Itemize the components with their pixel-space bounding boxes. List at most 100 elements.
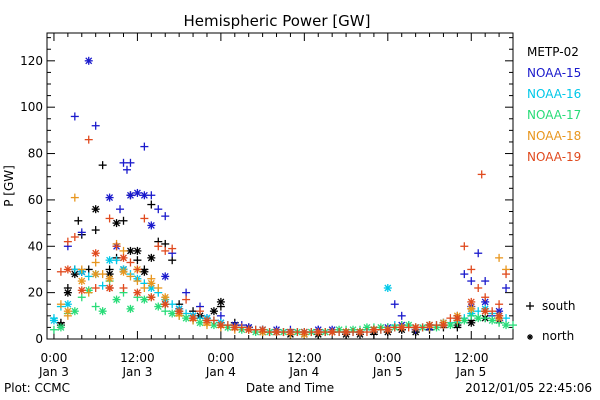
noaa-19-south-point	[460, 242, 469, 251]
noaa-18-south-point	[98, 270, 107, 279]
noaa-18-north-point	[91, 270, 100, 279]
noaa-17-south-point	[161, 307, 170, 316]
noaa-19-south-point	[495, 300, 504, 309]
noaa-17-south-point	[467, 311, 476, 320]
noaa-19-south-point	[223, 321, 232, 330]
y-tick-label: 100	[20, 100, 43, 114]
plot-frame	[46, 32, 514, 340]
noaa-15-south-point	[91, 121, 100, 130]
noaa-19-north-point	[258, 325, 267, 334]
noaa-16-north-point	[63, 300, 72, 309]
metp-02-south-point	[161, 239, 170, 248]
noaa-19-south-point	[488, 307, 497, 316]
noaa-19-south-point	[133, 265, 142, 274]
noaa-19-north-point	[425, 321, 434, 330]
x-tick-time: 0:00	[207, 351, 234, 365]
noaa-15-south-point	[161, 212, 170, 221]
noaa-17-north-point	[126, 304, 135, 313]
y-tick-label: 120	[20, 54, 43, 68]
series-legend: METP-02 NOAA-15 NOAA-16 NOAA-17 NOAA-18 NOAA-…	[527, 45, 581, 164]
noaa-19-south-point	[196, 307, 205, 316]
noaa-18-south-point	[140, 284, 149, 292]
noaa-19-south-point	[237, 323, 246, 332]
noaa-18-south-point	[70, 193, 79, 202]
noaa-19-north-point	[230, 323, 239, 332]
x-tick-time: 12:00	[287, 351, 322, 365]
chart-title: Hemispheric Power [GW]	[184, 12, 371, 30]
noaa-17-north-point	[474, 314, 483, 323]
marker-legend-star-icon	[527, 334, 533, 340]
noaa-19-north-point	[272, 328, 281, 337]
noaa-19-north-point	[328, 328, 337, 337]
noaa-19-north-point	[202, 316, 211, 325]
x-tick-time: 0:00	[374, 351, 401, 365]
noaa-19-north-point	[147, 293, 156, 302]
noaa-19-south-point	[404, 323, 413, 332]
noaa-19-south-point	[432, 321, 441, 330]
noaa-16-south-point	[168, 300, 177, 309]
noaa-16-south-point	[98, 281, 107, 290]
marker-legend: south north	[526, 299, 576, 343]
metp-02-north-point	[70, 270, 79, 279]
noaa-18-north-point	[147, 279, 156, 288]
noaa-19-south-point	[390, 323, 399, 332]
noaa-17-north-point	[196, 318, 205, 327]
noaa-19-south-point	[293, 328, 302, 337]
noaa-19-south-point	[467, 265, 476, 274]
noaa-17-south-point	[49, 325, 58, 334]
noaa-19-north-point	[119, 253, 128, 262]
noaa-17-south-point	[509, 321, 517, 330]
noaa-19-south-point	[376, 325, 385, 334]
metp-02-north-point	[112, 219, 121, 228]
noaa-19-north-point	[369, 325, 378, 334]
metp-02-north-point	[63, 288, 72, 297]
noaa-15-south-point	[154, 205, 163, 214]
y-tick-label: 40	[28, 239, 43, 253]
noaa-19-south-point	[63, 237, 72, 246]
noaa-17-north-point	[502, 321, 511, 330]
noaa-15-south-point	[140, 142, 149, 151]
noaa-19-north-point	[216, 321, 225, 330]
noaa-18-north-point	[161, 293, 170, 302]
legend-entry-noaa-15: NOAA-15	[527, 66, 581, 80]
x-tick-time: 12:00	[454, 351, 489, 365]
noaa-19-south-point	[335, 328, 344, 337]
noaa-19-north-point	[133, 288, 142, 297]
noaa-18-south-point	[133, 277, 142, 286]
noaa-19-south-point	[502, 270, 511, 279]
noaa-19-south-point	[446, 314, 455, 323]
x-tick-date: Jan 4	[205, 365, 236, 379]
noaa-19-south-point	[307, 328, 316, 337]
noaa-17-north-point	[70, 307, 79, 316]
metp-02-north-point	[147, 253, 156, 262]
noaa-15-north-point	[133, 188, 142, 197]
noaa-17-north-point	[488, 316, 497, 325]
noaa-18-south-point	[154, 284, 163, 292]
noaa-19-south-point	[70, 233, 79, 241]
noaa-15-north-point	[105, 193, 114, 202]
footer-source: Plot: CCMC	[4, 381, 70, 395]
metp-02-south-point	[133, 256, 142, 265]
noaa-19-north-point	[77, 286, 86, 295]
noaa-19-south-point	[140, 214, 149, 223]
noaa-16-north-point	[105, 256, 114, 265]
noaa-15-south-point	[390, 300, 399, 309]
y-axis: 0 20 40 60 80 100 120	[20, 37, 513, 346]
marker-legend-plus-icon	[526, 302, 534, 310]
metp-02-south-point	[147, 200, 156, 209]
noaa-18-south-point	[84, 288, 93, 297]
noaa-18-south-point	[119, 246, 128, 255]
y-axis-label: P [GW]	[2, 165, 16, 207]
noaa-15-south-point	[119, 158, 128, 167]
noaa-19-north-point	[467, 297, 476, 306]
noaa-17-north-point	[98, 307, 107, 316]
noaa-17-south-point	[77, 293, 86, 302]
noaa-16-north-point	[383, 284, 392, 292]
noaa-18-north-point	[105, 274, 114, 283]
noaa-19-north-point	[105, 284, 114, 292]
noaa-15-south-point	[502, 284, 511, 292]
noaa-15-south-point	[77, 228, 86, 237]
noaa-18-south-point	[91, 258, 100, 267]
noaa-17-north-point	[446, 321, 455, 330]
